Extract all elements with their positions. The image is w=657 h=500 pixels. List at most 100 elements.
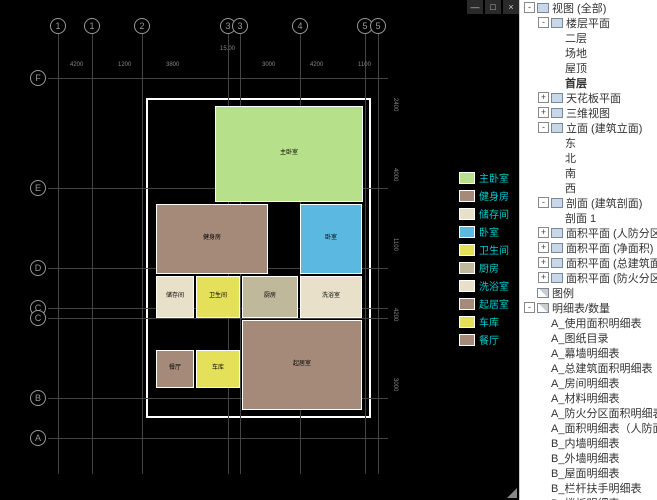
grid-bubble-col: 2 <box>134 18 150 34</box>
legend-row: 餐厅 <box>459 332 509 347</box>
tree-node-label: A_面积明细表（人防面积） <box>551 420 657 436</box>
room-region[interactable]: 卫生间 <box>196 276 240 318</box>
tree-node-icon <box>551 123 563 133</box>
tree-node-label: B_楼板明细表 <box>551 495 657 500</box>
tree-node[interactable]: +面积平面 (总建筑面积) <box>520 255 657 270</box>
tree-node[interactable]: A_材料明细表 <box>520 390 657 405</box>
legend-row: 主卧室 <box>459 170 509 185</box>
legend-label: 厨房 <box>479 260 499 275</box>
tree-node[interactable]: 二层 <box>520 30 657 45</box>
room-region[interactable]: 健身房 <box>156 204 268 274</box>
legend-swatch <box>459 334 475 346</box>
tree-twisty-icon[interactable]: - <box>524 2 535 13</box>
project-browser-tree[interactable]: -视图 (全部)-楼层平面二层场地屋顶首层 + 天花板平面+三维视图-立面 (建筑立… <box>519 0 657 500</box>
legend-label: 卧室 <box>479 224 499 239</box>
window-controls: — □ × <box>467 0 519 14</box>
close-button[interactable]: × <box>503 0 519 14</box>
tree-node[interactable]: -楼层平面 <box>520 15 657 30</box>
tree-node[interactable]: + 面积平面 (净面积) <box>520 240 657 255</box>
room-region[interactable]: 洗浴室 <box>300 276 362 318</box>
tree-node[interactable]: B_栏杆扶手明细表 <box>520 480 657 495</box>
minimize-button[interactable]: — <box>467 0 483 14</box>
dimension-text: 3000 <box>392 378 398 391</box>
tree-node[interactable]: A_总建筑面积明细表 <box>520 360 657 375</box>
tree-node[interactable]: B_内墙明细表 <box>520 435 657 450</box>
room-label: 主卧室 <box>280 150 298 157</box>
room-label: 卧室 <box>325 235 337 242</box>
tree-node[interactable]: -明细表/数量 <box>520 300 657 315</box>
room-label: 起居室 <box>293 361 311 368</box>
dimension-text: 1200 <box>118 62 131 68</box>
cad-viewport[interactable]: — □ × 15.00 11233455FEDCCBA4200120038003… <box>0 0 519 500</box>
tree-node[interactable]: 西 <box>520 180 657 195</box>
tree-twisty-icon[interactable]: + <box>538 92 549 103</box>
tree-node-icon <box>551 273 563 283</box>
legend-row: 卫生间 <box>459 242 509 257</box>
legend-row: 厨房 <box>459 260 509 275</box>
legend-swatch <box>459 244 475 256</box>
tree-node[interactable]: A_幕墙明细表 <box>520 345 657 360</box>
room-label: 储存间 <box>166 293 184 300</box>
floor-plan-drawing[interactable]: 15.00 11233455FEDCCBA4200120038003000420… <box>10 18 509 490</box>
tree-twisty-icon[interactable]: - <box>538 122 549 133</box>
tree-node-label: 面积平面 (净面积) <box>566 240 657 256</box>
grid-line <box>92 34 93 474</box>
grid-bubble-row: D <box>30 260 46 276</box>
tree-node[interactable]: A_面积明细表（人防面积） <box>520 420 657 435</box>
tree-node-icon <box>537 3 549 13</box>
tree-node[interactable]: B_外墙明细表 <box>520 450 657 465</box>
tree-node[interactable]: + 天花板平面 <box>520 90 657 105</box>
tree-node-icon <box>551 93 563 103</box>
tree-node[interactable]: 北 <box>520 150 657 165</box>
tree-node-label: 天花板平面 <box>566 90 657 106</box>
legend-label: 主卧室 <box>479 170 509 185</box>
dimension-text: 2400 <box>392 98 398 111</box>
grid-line <box>48 438 388 439</box>
resize-grip[interactable] <box>507 488 517 498</box>
legend-label: 车库 <box>479 314 499 329</box>
dimension-text: 1100 <box>392 238 398 251</box>
tree-node-label: 图例 <box>552 285 657 301</box>
tree-node[interactable]: 首层 <box>520 75 657 90</box>
tree-node-label: A_图纸目录 <box>551 330 657 346</box>
maximize-button[interactable]: □ <box>485 0 501 14</box>
tree-node-label: 剖面 (建筑剖面) <box>566 195 657 211</box>
tree-node[interactable]: +面积平面 (人防分区面积) <box>520 225 657 240</box>
tree-twisty-icon[interactable]: + <box>538 227 549 238</box>
tree-node[interactable]: 东 <box>520 135 657 150</box>
tree-node[interactable]: 剖面 1 <box>520 210 657 225</box>
tree-twisty-icon[interactable]: + <box>538 242 549 253</box>
tree-node[interactable]: A_使用面积明细表 <box>520 315 657 330</box>
tree-node-label: A_材料明细表 <box>551 390 657 406</box>
legend-label: 卫生间 <box>479 242 509 257</box>
tree-node[interactable]: + 面积平面 (防火分区面积) <box>520 270 657 285</box>
tree-node[interactable]: 场地 <box>520 45 657 60</box>
tree-twisty-icon[interactable]: + <box>538 272 549 283</box>
tree-node[interactable]: -立面 (建筑立面) <box>520 120 657 135</box>
tree-node[interactable]: B_楼板明细表 <box>520 495 657 500</box>
tree-node[interactable]: B_屋面明细表 <box>520 465 657 480</box>
room-region[interactable]: 起居室 <box>242 320 362 410</box>
tree-node[interactable]: A_房间明细表 <box>520 375 657 390</box>
room-region[interactable]: 储存间 <box>156 276 194 318</box>
room-region[interactable]: 厨房 <box>242 276 298 318</box>
room-region[interactable]: 卧室 <box>300 204 362 274</box>
tree-node[interactable]: +三维视图 <box>520 105 657 120</box>
tree-node[interactable]: -视图 (全部) <box>520 0 657 15</box>
grid-line <box>365 34 366 474</box>
tree-node-label: 面积平面 (防火分区面积) <box>566 270 657 286</box>
tree-twisty-icon[interactable]: - <box>524 302 535 313</box>
room-region[interactable]: 主卧室 <box>215 106 363 202</box>
tree-twisty-icon[interactable]: + <box>538 107 549 118</box>
tree-node[interactable]: A_防火分区面积明细表 <box>520 405 657 420</box>
tree-node[interactable]: A_图纸目录 <box>520 330 657 345</box>
tree-twisty-icon[interactable]: - <box>538 197 549 208</box>
tree-twisty-icon[interactable]: - <box>538 17 549 28</box>
tree-twisty-icon[interactable]: + <box>538 257 549 268</box>
tree-node[interactable]: 图例 <box>520 285 657 300</box>
tree-node[interactable]: - 剖面 (建筑剖面) <box>520 195 657 210</box>
room-region[interactable]: 车库 <box>196 350 240 388</box>
room-region[interactable]: 餐厅 <box>156 350 194 388</box>
tree-node[interactable]: 南 <box>520 165 657 180</box>
tree-node[interactable]: 屋顶 <box>520 60 657 75</box>
